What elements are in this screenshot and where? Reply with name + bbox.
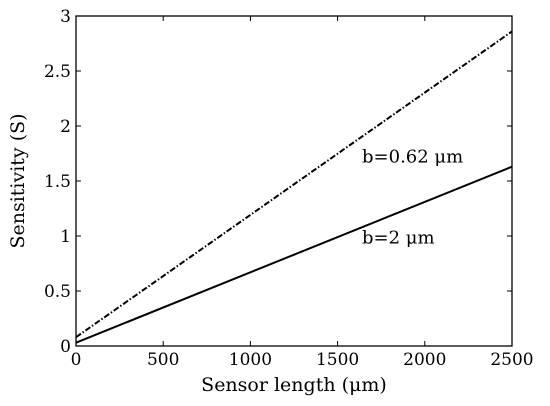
y-tick-label: 1: [60, 227, 71, 247]
series-line: [75, 165, 513, 344]
y-tick-label: 3: [60, 7, 71, 27]
y-tick-label: 2.5: [44, 62, 71, 82]
x-tick-label: 2500: [490, 350, 533, 370]
x-tick-label: 1000: [229, 350, 272, 370]
y-axis-title: Sensitivity (S): [7, 113, 29, 248]
x-tick-label: 1500: [316, 350, 359, 370]
y-tick-label: 1.5: [44, 172, 71, 192]
plot-frame: [75, 15, 513, 347]
x-axis-title: Sensor length (μm): [201, 374, 387, 396]
y-tick-label: 2: [60, 117, 71, 137]
x-tick-label: 0: [71, 350, 82, 370]
y-tick-label: 0: [60, 337, 71, 357]
x-tick-label: 500: [147, 350, 179, 370]
annotation-layer: b=0.62 μm b=2 μm: [362, 146, 463, 248]
axis-tick-labels: 0 500 1000 1500 2000 2500 0 0.5 1 1.5 2 2.5 3: [44, 7, 534, 370]
series-annotation-label: b=2 μm: [362, 228, 435, 249]
axis-ticks: [75, 15, 513, 347]
series-annotation-label: b=0.62 μm: [362, 146, 463, 167]
series-line: [75, 30, 513, 339]
x-tick-label: 2000: [403, 350, 446, 370]
y-tick-label: 0.5: [44, 282, 71, 302]
series-layer: [75, 30, 513, 344]
